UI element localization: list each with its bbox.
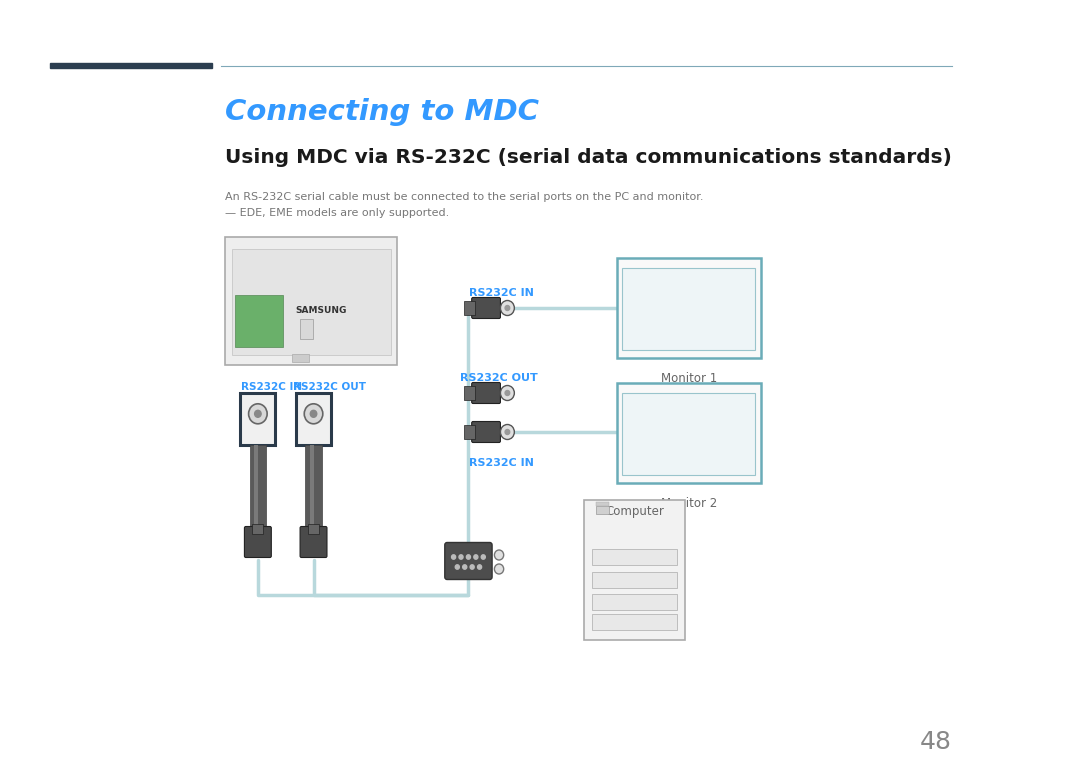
Text: RS232C IN: RS232C IN [470,288,535,298]
FancyBboxPatch shape [445,542,492,580]
Circle shape [310,410,316,417]
Text: RS232C OUT: RS232C OUT [460,373,538,383]
Bar [308,524,319,534]
FancyBboxPatch shape [472,298,500,318]
Bar [595,506,608,514]
Circle shape [462,565,467,569]
Bar [592,549,677,565]
Text: Monitor 1: Monitor 1 [661,372,717,385]
Text: Connecting to MDC: Connecting to MDC [226,98,539,126]
Bar [293,354,309,362]
Bar [592,572,677,588]
Bar [463,301,475,315]
Text: 48: 48 [920,730,951,754]
Bar [249,445,266,528]
Text: SAMSUNG: SAMSUNG [295,305,347,314]
Bar [306,445,322,528]
FancyBboxPatch shape [472,421,500,443]
Bar [617,383,760,483]
Circle shape [459,555,463,559]
Bar [226,237,397,365]
Bar [622,393,755,475]
Bar [622,268,755,350]
Bar [617,258,760,358]
Circle shape [500,424,514,439]
Circle shape [505,430,510,434]
Text: Monitor 2: Monitor 2 [661,497,717,510]
Text: RS232C OUT: RS232C OUT [293,382,366,392]
Circle shape [500,301,514,315]
Bar [50,63,213,68]
Bar [463,425,475,439]
Bar [296,393,332,445]
Circle shape [470,565,474,569]
FancyBboxPatch shape [244,526,271,558]
Bar [592,594,677,610]
Bar [254,445,258,528]
Text: RS232C IN: RS232C IN [470,458,535,468]
Circle shape [474,555,477,559]
Bar [253,524,264,534]
Circle shape [255,410,261,417]
Circle shape [505,391,510,395]
Bar [595,502,608,506]
Bar [463,386,475,400]
Circle shape [467,555,471,559]
FancyBboxPatch shape [472,382,500,404]
Bar [584,500,685,640]
Bar [592,614,677,630]
Text: RS232C IN: RS232C IN [241,382,302,392]
Circle shape [500,385,514,401]
Circle shape [495,550,503,560]
Circle shape [456,565,459,569]
FancyBboxPatch shape [300,526,327,558]
Circle shape [477,565,482,569]
Circle shape [451,555,456,559]
Circle shape [495,564,503,574]
Circle shape [248,404,267,423]
Text: Using MDC via RS-232C (serial data communications standards): Using MDC via RS-232C (serial data commu… [226,148,953,167]
Text: An RS-232C serial cable must be connected to the serial ports on the PC and moni: An RS-232C serial cable must be connecte… [226,192,704,202]
Bar [299,319,312,339]
Bar [232,249,391,355]
Text: Computer: Computer [605,505,664,518]
Circle shape [482,555,485,559]
Bar [240,393,275,445]
Circle shape [305,404,323,423]
Bar [310,445,313,528]
Text: — EDE, EME models are only supported.: — EDE, EME models are only supported. [226,208,449,218]
Bar [234,295,283,347]
Circle shape [505,305,510,311]
